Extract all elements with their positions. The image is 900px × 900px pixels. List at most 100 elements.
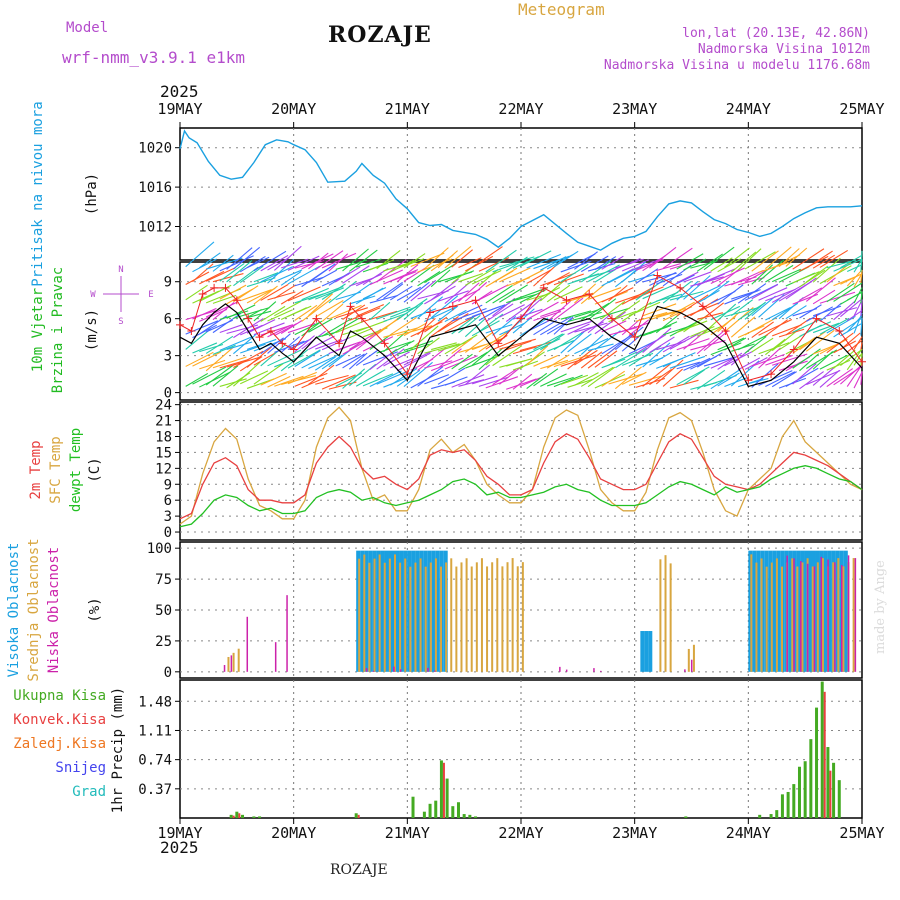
wind-arrow bbox=[274, 269, 303, 283]
wind-arrow bbox=[676, 253, 704, 270]
cloud-bar bbox=[593, 668, 595, 672]
wind-arrow bbox=[519, 376, 544, 387]
cloud-bar bbox=[496, 558, 499, 672]
wind-arrow bbox=[192, 307, 217, 320]
wind-arrow bbox=[471, 337, 505, 351]
cloud-bar bbox=[506, 562, 509, 672]
cloud-bar bbox=[232, 652, 235, 672]
wind-arrow bbox=[424, 374, 450, 385]
wind-arrow bbox=[765, 288, 796, 302]
wind-arrow bbox=[512, 317, 532, 334]
wind-arrow bbox=[444, 376, 468, 386]
wind-gust-marker bbox=[744, 376, 753, 385]
wind-arrow bbox=[314, 356, 336, 371]
wind-arrow bbox=[424, 306, 456, 323]
x-tick-label-top: 21MAY bbox=[385, 100, 430, 118]
wind-arrow bbox=[860, 371, 863, 385]
wind-arrow bbox=[560, 260, 592, 273]
x-tick-label-bottom: 23MAY bbox=[612, 824, 657, 842]
wind-arrow bbox=[287, 322, 316, 334]
wind-arrow bbox=[389, 316, 417, 336]
wind-arrow bbox=[703, 280, 730, 301]
cloud-bar bbox=[788, 550, 793, 672]
wind-arrow bbox=[642, 303, 677, 317]
cloud-bar bbox=[384, 550, 389, 672]
wind-arrow bbox=[396, 286, 422, 302]
wind-arrow bbox=[580, 351, 603, 369]
wind-arrow bbox=[656, 273, 683, 285]
wind-arrow bbox=[246, 287, 276, 304]
wind-arrow bbox=[574, 372, 599, 386]
wind-arrow bbox=[499, 256, 535, 268]
cloud-bar bbox=[659, 559, 662, 672]
wind-arrow bbox=[233, 246, 261, 270]
wind-arrow bbox=[342, 282, 373, 304]
wind-arrow bbox=[464, 331, 493, 353]
wind-arrow bbox=[376, 281, 403, 301]
wind-arrow bbox=[696, 325, 723, 337]
cloud-bar bbox=[847, 555, 850, 672]
wind-arrow bbox=[444, 245, 472, 269]
wind-arrow bbox=[539, 278, 567, 302]
wind-arrow bbox=[308, 364, 335, 385]
cloud-bar bbox=[521, 562, 524, 672]
wind-arrow bbox=[717, 372, 740, 387]
wind-arrow bbox=[696, 352, 723, 368]
cloud-bar bbox=[358, 558, 361, 672]
wind-arrow bbox=[403, 340, 434, 351]
cloud-bar bbox=[791, 558, 794, 672]
wind-arrow bbox=[840, 299, 861, 318]
cloud-bar bbox=[286, 595, 288, 672]
precip-total-bar bbox=[354, 813, 358, 818]
wind-arrow bbox=[349, 327, 373, 339]
cloud-bar bbox=[511, 558, 514, 672]
wind-arrow bbox=[751, 295, 776, 317]
wind-arrow bbox=[690, 285, 721, 301]
wind-arrow bbox=[717, 284, 744, 305]
wind-arrow bbox=[635, 357, 663, 367]
cloud-bar bbox=[834, 562, 836, 672]
precip-total-bar bbox=[797, 766, 801, 818]
wind-arrow bbox=[574, 309, 599, 318]
wind-arrow bbox=[185, 372, 209, 387]
wind-arrow bbox=[267, 259, 295, 284]
wind-arrow bbox=[424, 343, 460, 354]
wind-arrow bbox=[274, 375, 304, 387]
wind-gust-marker bbox=[812, 314, 821, 323]
cloud-bar bbox=[752, 550, 757, 672]
wind-arrow bbox=[519, 289, 546, 304]
wind-arrow bbox=[219, 378, 247, 387]
wind-arrow bbox=[444, 314, 478, 333]
cloud-bar bbox=[450, 558, 453, 672]
wind-arrow bbox=[696, 369, 726, 390]
wind-arrow bbox=[280, 290, 304, 305]
wind-arrow bbox=[185, 351, 214, 367]
wind-arrow bbox=[540, 316, 572, 336]
wind-arrow bbox=[342, 340, 367, 355]
wind-arrow bbox=[478, 269, 499, 287]
wind-arrow bbox=[205, 346, 234, 372]
wind-arrow bbox=[799, 353, 820, 372]
cloud-bar bbox=[424, 566, 427, 672]
wind-gust-marker bbox=[539, 283, 548, 292]
wind-arrow bbox=[376, 259, 407, 283]
wind-arrow bbox=[676, 271, 699, 284]
wind-arrow bbox=[744, 336, 767, 354]
wind-arrow bbox=[778, 248, 800, 268]
wind-arrow bbox=[730, 316, 756, 338]
cloud-bar bbox=[383, 562, 386, 672]
wind-arrow bbox=[526, 253, 561, 269]
wind-arrow bbox=[458, 257, 482, 269]
wind-arrow bbox=[778, 328, 805, 338]
wind-arrow bbox=[696, 253, 723, 272]
wind-arrow bbox=[628, 273, 655, 283]
cloud-bar bbox=[434, 670, 436, 672]
wind-arrow bbox=[314, 300, 344, 318]
wind-arrow bbox=[335, 307, 368, 319]
wind-arrow bbox=[253, 350, 279, 366]
wind-arrow bbox=[730, 299, 754, 317]
wind-arrow bbox=[853, 287, 863, 304]
wind-arrow bbox=[697, 312, 724, 320]
wind-arrow bbox=[458, 282, 480, 302]
wind-arrow bbox=[587, 343, 614, 352]
